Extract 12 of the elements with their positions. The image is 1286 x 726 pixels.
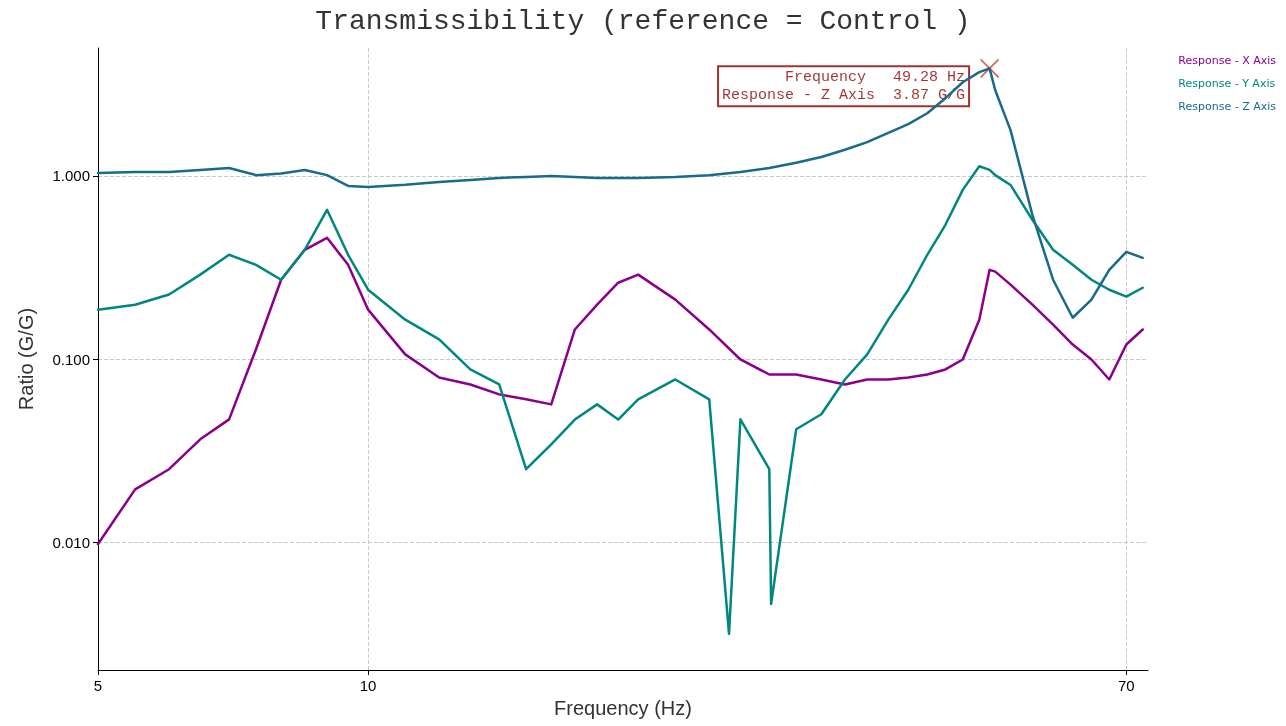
y-tick-label: 0.100 <box>52 350 90 368</box>
y-tick-label: 0.010 <box>52 533 90 551</box>
text: Response - Z Axis <box>1178 100 1277 113</box>
y-tick-label: 1.000 <box>52 167 90 185</box>
x-tick-label: 70 <box>1118 677 1135 694</box>
x-tick-label: 10 <box>359 677 377 694</box>
x-axis-title: Frequency (Hz) <box>554 696 692 719</box>
text: Response - Y Axis <box>1178 77 1276 90</box>
chart-title: Transmissibility (reference = Control ) <box>315 5 971 37</box>
y-axis-title: Ratio (G/G) <box>15 307 37 411</box>
x-tick-label: 5 <box>93 677 103 694</box>
text: Response - X Axis <box>1178 54 1277 67</box>
